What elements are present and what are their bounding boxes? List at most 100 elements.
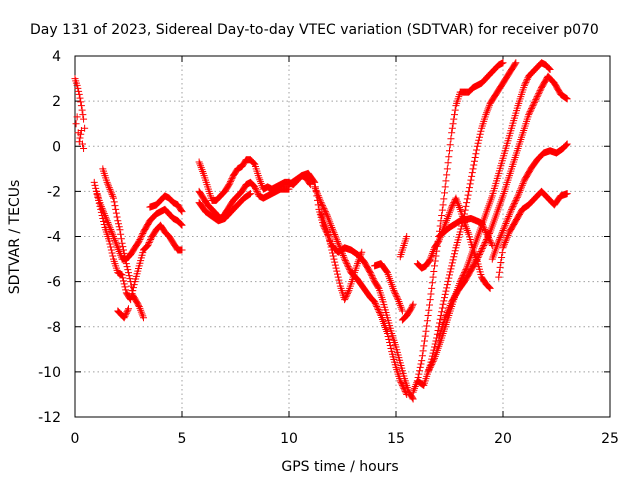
data-point (442, 312, 450, 320)
data-point (496, 263, 504, 271)
data-point (471, 154, 479, 162)
data-point (329, 252, 337, 260)
data-point (386, 339, 394, 347)
data-point (328, 223, 336, 231)
data-point (342, 293, 350, 301)
data-point (478, 246, 486, 254)
data-point (226, 179, 234, 187)
data-point (310, 177, 318, 185)
data-point (251, 184, 259, 192)
data-point (523, 75, 531, 83)
data-point (473, 142, 481, 150)
data-series (195, 190, 254, 225)
data-point (73, 113, 81, 121)
data-point (128, 287, 136, 295)
data-point (534, 91, 542, 99)
y-tick-label: -4 (47, 230, 61, 246)
data-point (91, 181, 99, 189)
data-point (408, 303, 416, 311)
data-point (112, 209, 120, 217)
data-point (504, 214, 512, 222)
data-point (391, 288, 399, 296)
data-point (249, 159, 257, 167)
data-point (449, 256, 457, 264)
data-point (500, 240, 508, 248)
data-point (464, 191, 472, 199)
data-point (178, 208, 186, 216)
data-point (384, 333, 392, 341)
data-series (396, 233, 411, 261)
data-point (446, 147, 453, 155)
x-tick-label: 5 (178, 431, 187, 447)
data-series (413, 59, 520, 389)
data-point (323, 211, 331, 219)
data-point (518, 183, 526, 191)
data-point (563, 190, 571, 198)
data-point (333, 267, 341, 275)
data-point (318, 200, 326, 208)
data-point (383, 268, 391, 276)
y-tick-label: 4 (52, 49, 61, 65)
data-point (515, 190, 523, 198)
data-point (376, 308, 384, 316)
data-series (72, 113, 88, 153)
data-point (426, 296, 434, 304)
data-point (419, 347, 427, 355)
data-point (343, 290, 351, 298)
data-point (432, 252, 440, 260)
data-point (328, 246, 336, 254)
y-tick-label: 2 (52, 94, 61, 110)
data-point (545, 65, 553, 73)
data-point (526, 108, 534, 116)
data-point (331, 232, 339, 240)
data-point (510, 199, 518, 207)
data-point (335, 241, 343, 249)
data-point (105, 222, 113, 230)
data-point (481, 225, 489, 233)
data-point (428, 279, 436, 287)
data-point (421, 337, 429, 345)
data-point (127, 282, 135, 290)
data-point (313, 188, 321, 196)
data-point (77, 102, 85, 110)
data-point (324, 231, 332, 239)
chart-title: Day 131 of 2023, Sidereal Day-to-day VTE… (30, 22, 599, 38)
data-point (407, 305, 415, 313)
data-point (562, 94, 570, 102)
data-point (383, 330, 391, 338)
data-point (346, 266, 354, 274)
data-point (341, 294, 349, 302)
data-point (451, 247, 459, 255)
data-point (450, 115, 458, 123)
data-point (314, 190, 322, 198)
data-point (467, 176, 475, 184)
data-point (315, 193, 323, 201)
data-point (461, 206, 469, 214)
data-point (486, 237, 494, 245)
data-point (103, 217, 111, 225)
data-point (446, 268, 454, 276)
data-point (503, 216, 511, 224)
data-point (345, 264, 353, 272)
data-point (528, 105, 536, 113)
data-point (344, 288, 352, 296)
data-point (97, 203, 105, 211)
data-point (480, 242, 488, 250)
data-point (511, 198, 519, 206)
data-point (562, 141, 570, 149)
data-point (545, 64, 553, 72)
data-point (431, 257, 439, 265)
data-point (438, 304, 446, 312)
data-point (516, 187, 524, 195)
data-point (448, 129, 456, 137)
data-point (335, 276, 343, 284)
data-point (90, 178, 98, 186)
data-point (373, 304, 381, 312)
data-point (75, 90, 83, 98)
data-point (375, 307, 383, 315)
data-point (441, 189, 449, 197)
data-point (427, 290, 435, 298)
data-point (495, 237, 503, 245)
data-point (80, 145, 88, 153)
data-point (251, 183, 259, 191)
